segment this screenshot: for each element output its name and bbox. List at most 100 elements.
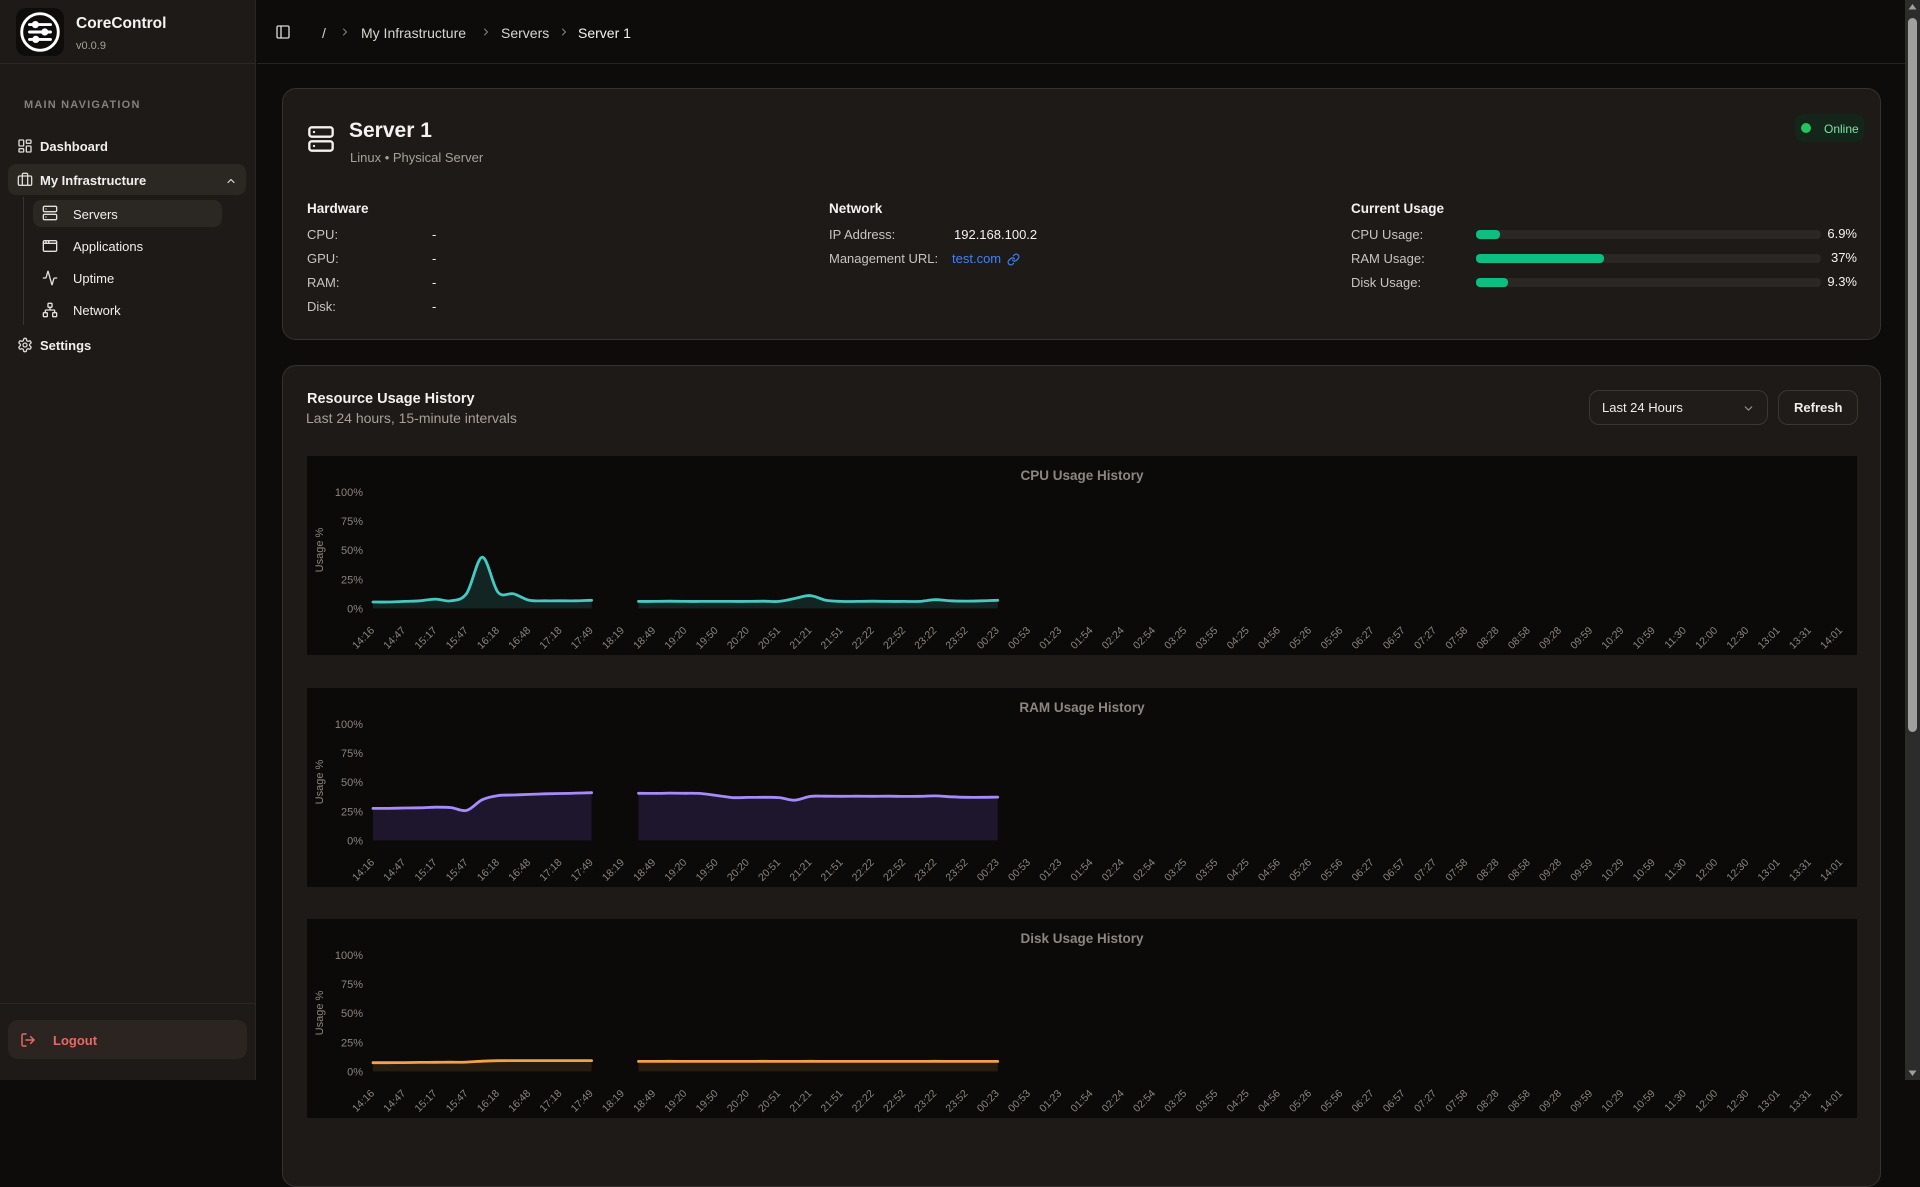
svg-text:05:26: 05:26 — [1287, 1088, 1314, 1115]
svg-text:13:01: 13:01 — [1756, 857, 1783, 884]
svg-text:03:55: 03:55 — [1193, 857, 1220, 884]
svg-text:12:30: 12:30 — [1724, 625, 1751, 652]
svg-text:21:21: 21:21 — [787, 625, 814, 652]
svg-text:08:28: 08:28 — [1474, 857, 1501, 884]
svg-text:19:50: 19:50 — [694, 1088, 721, 1115]
svg-text:13:31: 13:31 — [1787, 625, 1814, 652]
svg-text:01:23: 01:23 — [1037, 857, 1064, 884]
svg-text:0%: 0% — [347, 603, 363, 615]
svg-text:20:51: 20:51 — [756, 1088, 783, 1115]
svg-text:23:22: 23:22 — [912, 625, 939, 652]
svg-text:16:18: 16:18 — [475, 625, 502, 652]
svg-text:01:23: 01:23 — [1037, 1088, 1064, 1115]
svg-text:12:00: 12:00 — [1693, 857, 1720, 884]
svg-text:06:57: 06:57 — [1381, 857, 1408, 884]
svg-text:16:48: 16:48 — [506, 625, 533, 652]
svg-text:14:47: 14:47 — [381, 1088, 408, 1115]
svg-text:10:59: 10:59 — [1631, 625, 1658, 652]
svg-text:07:27: 07:27 — [1412, 857, 1439, 884]
svg-text:15:17: 15:17 — [413, 857, 440, 884]
svg-text:21:51: 21:51 — [819, 1088, 846, 1115]
svg-text:10:29: 10:29 — [1599, 625, 1626, 652]
svg-text:17:18: 17:18 — [537, 625, 564, 652]
svg-text:00:23: 00:23 — [975, 625, 1002, 652]
svg-text:CPU Usage History: CPU Usage History — [1020, 468, 1144, 483]
svg-text:23:52: 23:52 — [943, 1088, 970, 1115]
svg-text:18:49: 18:49 — [631, 1088, 658, 1115]
svg-text:15:47: 15:47 — [444, 857, 471, 884]
svg-text:18:49: 18:49 — [631, 857, 658, 884]
svg-text:12:00: 12:00 — [1693, 1088, 1720, 1115]
svg-text:03:55: 03:55 — [1193, 1088, 1220, 1115]
svg-text:08:58: 08:58 — [1506, 857, 1533, 884]
svg-text:Disk Usage History: Disk Usage History — [1020, 931, 1144, 946]
svg-text:20:51: 20:51 — [756, 625, 783, 652]
svg-text:17:49: 17:49 — [569, 857, 596, 884]
svg-text:19:20: 19:20 — [662, 1088, 689, 1115]
svg-text:06:57: 06:57 — [1381, 625, 1408, 652]
svg-text:03:25: 03:25 — [1162, 625, 1189, 652]
svg-text:00:23: 00:23 — [975, 1088, 1002, 1115]
svg-text:12:30: 12:30 — [1724, 1088, 1751, 1115]
svg-text:13:31: 13:31 — [1787, 857, 1814, 884]
svg-text:17:18: 17:18 — [537, 1088, 564, 1115]
svg-text:19:50: 19:50 — [694, 857, 721, 884]
svg-text:18:49: 18:49 — [631, 625, 658, 652]
svg-text:75%: 75% — [341, 979, 363, 991]
svg-text:21:21: 21:21 — [787, 1088, 814, 1115]
svg-text:01:23: 01:23 — [1037, 625, 1064, 652]
svg-text:05:56: 05:56 — [1318, 1088, 1345, 1115]
svg-text:03:55: 03:55 — [1193, 625, 1220, 652]
svg-text:14:47: 14:47 — [381, 625, 408, 652]
svg-text:02:24: 02:24 — [1100, 857, 1127, 884]
svg-text:17:18: 17:18 — [537, 857, 564, 884]
svg-text:08:28: 08:28 — [1474, 625, 1501, 652]
svg-text:13:31: 13:31 — [1787, 1088, 1814, 1115]
svg-text:01:54: 01:54 — [1068, 857, 1095, 884]
svg-text:50%: 50% — [341, 1008, 363, 1020]
svg-text:21:51: 21:51 — [819, 625, 846, 652]
svg-text:50%: 50% — [341, 545, 363, 557]
svg-text:01:54: 01:54 — [1068, 625, 1095, 652]
svg-text:11:30: 11:30 — [1662, 857, 1689, 884]
svg-text:02:24: 02:24 — [1100, 1088, 1127, 1115]
svg-text:01:54: 01:54 — [1068, 1088, 1095, 1115]
svg-text:16:48: 16:48 — [506, 857, 533, 884]
svg-text:0%: 0% — [347, 1066, 363, 1078]
svg-text:Usage %: Usage % — [314, 759, 326, 804]
svg-text:09:59: 09:59 — [1568, 857, 1595, 884]
svg-text:03:25: 03:25 — [1162, 1088, 1189, 1115]
svg-text:14:01: 14:01 — [1818, 625, 1845, 652]
svg-text:23:52: 23:52 — [943, 625, 970, 652]
svg-text:14:01: 14:01 — [1818, 1088, 1845, 1115]
svg-text:04:56: 04:56 — [1256, 1088, 1283, 1115]
svg-text:20:20: 20:20 — [725, 1088, 752, 1115]
svg-text:25%: 25% — [341, 1037, 363, 1049]
svg-text:02:54: 02:54 — [1131, 1088, 1158, 1115]
svg-text:15:17: 15:17 — [413, 1088, 440, 1115]
svg-text:07:58: 07:58 — [1443, 857, 1470, 884]
svg-text:19:50: 19:50 — [694, 625, 721, 652]
svg-text:0%: 0% — [347, 835, 363, 847]
svg-text:08:58: 08:58 — [1506, 625, 1533, 652]
svg-text:02:24: 02:24 — [1100, 625, 1127, 652]
svg-text:19:20: 19:20 — [662, 625, 689, 652]
svg-text:17:49: 17:49 — [569, 625, 596, 652]
svg-text:15:17: 15:17 — [413, 625, 440, 652]
svg-text:13:01: 13:01 — [1756, 1088, 1783, 1115]
svg-text:05:26: 05:26 — [1287, 857, 1314, 884]
svg-text:14:16: 14:16 — [350, 1088, 377, 1115]
svg-text:16:18: 16:18 — [475, 1088, 502, 1115]
svg-text:50%: 50% — [341, 777, 363, 789]
svg-text:06:27: 06:27 — [1350, 625, 1377, 652]
svg-text:04:56: 04:56 — [1256, 625, 1283, 652]
svg-text:23:52: 23:52 — [943, 857, 970, 884]
svg-text:25%: 25% — [341, 806, 363, 818]
svg-text:04:25: 04:25 — [1225, 625, 1252, 652]
svg-text:04:56: 04:56 — [1256, 857, 1283, 884]
svg-text:75%: 75% — [341, 516, 363, 528]
svg-text:00:53: 00:53 — [1006, 1088, 1033, 1115]
svg-text:14:01: 14:01 — [1818, 857, 1845, 884]
svg-text:10:29: 10:29 — [1599, 1088, 1626, 1115]
svg-text:09:59: 09:59 — [1568, 1088, 1595, 1115]
